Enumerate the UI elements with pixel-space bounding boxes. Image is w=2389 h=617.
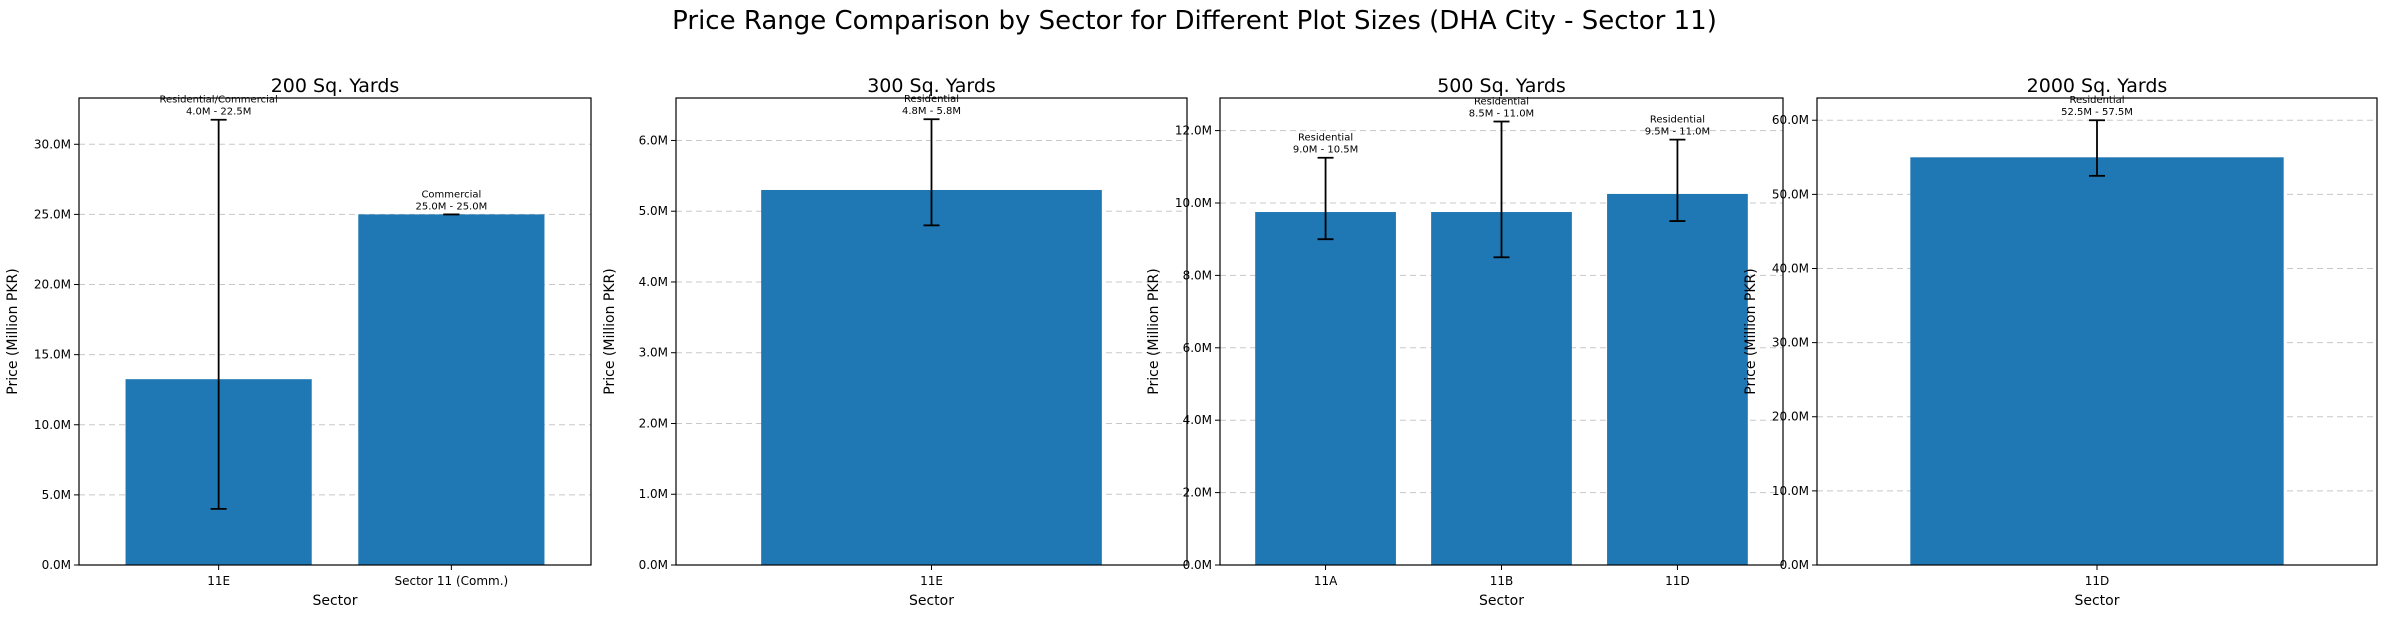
y-tick-label: 20.0M xyxy=(34,278,71,292)
x-tick-label: Sector 11 (Comm.) xyxy=(394,574,508,588)
y-tick-label: 5.0M xyxy=(639,204,668,218)
chart-title: 300 Sq. Yards xyxy=(867,75,996,97)
x-axis-label: Sector xyxy=(909,593,954,609)
y-axis-label: Price (Million PKR) xyxy=(1743,268,1759,394)
data-label-range: 8.5M - 11.0M xyxy=(1469,109,1534,120)
data-label-type: Residential/Commercial xyxy=(160,95,278,106)
data-label-range: 4.8M - 5.8M xyxy=(902,106,961,117)
y-tick-label: 0.0M xyxy=(639,558,668,572)
x-tick-label: 11B xyxy=(1490,574,1514,588)
x-axis-label: Sector xyxy=(312,593,357,609)
y-tick-label: 10.0M xyxy=(1175,196,1212,210)
y-tick-label: 2.0M xyxy=(639,416,668,430)
data-label-type: Commercial xyxy=(421,189,481,200)
data-label-range: 4.0M - 22.5M xyxy=(186,107,251,118)
y-axis-label: Price (Million PKR) xyxy=(602,268,618,394)
y-tick-label: 25.0M xyxy=(34,207,71,221)
x-tick-label: 11D xyxy=(1665,574,1690,588)
y-tick-label: 5.0M xyxy=(42,488,71,502)
axes-frame xyxy=(78,97,592,566)
y-tick-label: 1.0M xyxy=(639,487,668,501)
y-tick-label: 30.0M xyxy=(34,137,71,151)
x-tick-label: 11D xyxy=(2085,574,2110,588)
y-tick-label: 10.0M xyxy=(1772,484,1809,498)
bar xyxy=(1910,157,2284,566)
x-axis-label: Sector xyxy=(2074,593,2119,609)
data-label-type: Residential xyxy=(1298,133,1353,144)
bar xyxy=(761,189,1102,565)
y-tick-label: 40.0M xyxy=(1772,261,1809,275)
y-tick-label: 2.0M xyxy=(1183,486,1212,500)
chart-title: 200 Sq. Yards xyxy=(271,75,400,97)
x-tick-label: 11E xyxy=(920,574,943,588)
y-tick-label: 4.0M xyxy=(639,275,668,289)
y-tick-label: 8.0M xyxy=(1183,268,1212,282)
y-axis-label: Price (Million PKR) xyxy=(5,268,21,394)
data-label-range: 9.0M - 10.5M xyxy=(1293,145,1358,156)
data-label-range: 9.5M - 11.0M xyxy=(1645,127,1710,138)
y-tick-label: 15.0M xyxy=(34,348,71,362)
y-tick-label: 3.0M xyxy=(639,346,668,360)
data-label-type: Residential xyxy=(904,94,959,105)
chart-title: 500 Sq. Yards xyxy=(1437,75,1566,97)
y-tick-label: 0.0M xyxy=(42,558,71,572)
data-label-range: 52.5M - 57.5M xyxy=(2061,107,2133,118)
chart-title: 2000 Sq. Yards xyxy=(2027,75,2168,97)
y-tick-label: 0.0M xyxy=(1183,558,1212,572)
y-tick-label: 6.0M xyxy=(639,133,668,147)
data-label-type: Residential xyxy=(2069,95,2124,106)
y-tick-label: 0.0M xyxy=(1780,558,1809,572)
data-label-type: Residential xyxy=(1650,115,1705,126)
y-tick-label: 4.0M xyxy=(1183,413,1212,427)
bar xyxy=(1255,212,1396,565)
y-tick-label: 6.0M xyxy=(1183,341,1212,355)
y-tick-label: 30.0M xyxy=(1772,336,1809,350)
bar xyxy=(1607,193,1748,565)
y-tick-label: 10.0M xyxy=(34,418,71,432)
x-tick-label: 11A xyxy=(1314,574,1338,588)
bar xyxy=(358,214,545,565)
data-label-range: 25.0M - 25.0M xyxy=(415,201,487,212)
y-tick-label: 50.0M xyxy=(1772,187,1809,201)
y-tick-label: 60.0M xyxy=(1772,113,1809,127)
data-label-type: Residential xyxy=(1474,97,1529,108)
y-axis-label: Price (Million PKR) xyxy=(1146,268,1162,394)
x-tick-label: 11E xyxy=(207,574,230,588)
y-tick-label: 12.0M xyxy=(1175,124,1212,138)
x-axis-label: Sector xyxy=(1479,593,1524,609)
y-tick-label: 20.0M xyxy=(1772,410,1809,424)
figure-title: Price Range Comparison by Sector for Dif… xyxy=(672,6,1717,36)
bar xyxy=(1431,212,1572,565)
